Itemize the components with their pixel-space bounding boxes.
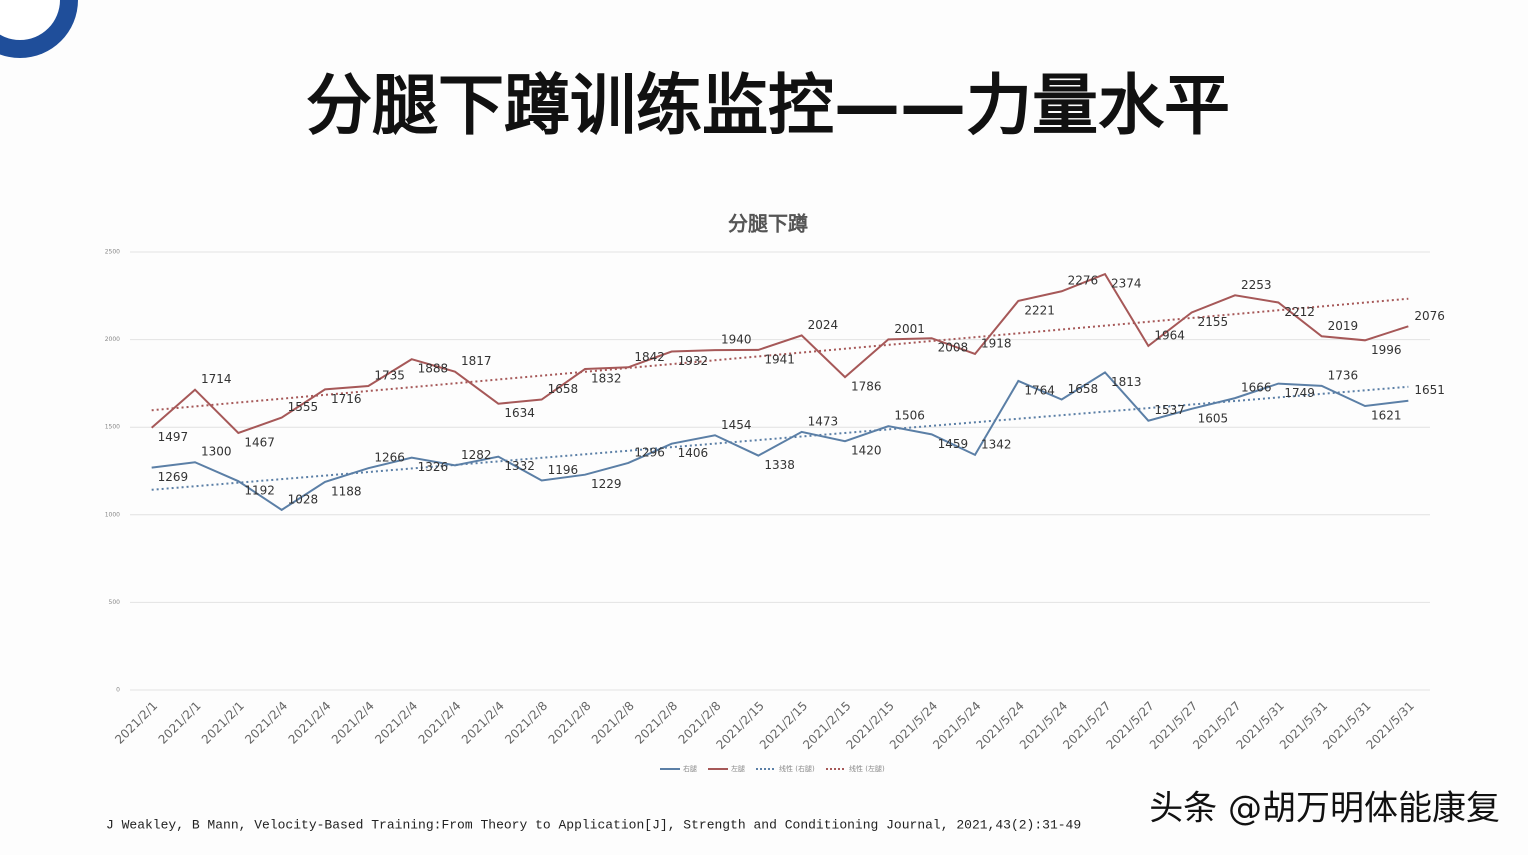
y-tick-label: 2500 (105, 249, 120, 256)
data-label: 2024 (808, 318, 839, 332)
data-label: 1338 (764, 458, 795, 472)
data-label: 1832 (591, 372, 622, 386)
data-label: 1555 (288, 400, 319, 414)
data-label: 1269 (158, 470, 189, 484)
data-label: 1326 (418, 460, 449, 474)
data-label: 1406 (678, 446, 709, 460)
data-label: 1940 (721, 333, 752, 347)
data-label: 2374 (1111, 277, 1142, 291)
data-label: 1714 (201, 372, 232, 386)
data-label: 1506 (894, 409, 925, 423)
data-label: 2155 (1198, 315, 1229, 329)
data-label: 1342 (981, 437, 1012, 451)
data-label: 1817 (461, 354, 492, 368)
data-label: 2008 (938, 341, 969, 355)
data-label: 1467 (244, 435, 275, 449)
citation: J Weakley, B Mann, Velocity-Based Traini… (106, 817, 1081, 832)
data-label: 1658 (548, 382, 579, 396)
data-label: 1786 (851, 380, 882, 394)
y-tick-label: 2000 (105, 336, 120, 343)
y-tick-label: 500 (109, 599, 121, 606)
data-label: 1941 (764, 352, 795, 366)
trend-line (151, 297, 1409, 412)
data-label: 1196 (548, 463, 579, 477)
data-label: 1716 (331, 392, 362, 406)
data-label: 1888 (418, 362, 449, 376)
legend-label: 线性 (左腿) (849, 764, 885, 773)
data-label: 1028 (288, 492, 319, 506)
data-label: 1229 (591, 477, 622, 491)
data-label: 1621 (1371, 409, 1402, 423)
data-label: 1282 (461, 448, 492, 462)
data-label: 1764 (1024, 383, 1055, 397)
slide-title: 分腿下蹲训练监控——力量水平 (306, 67, 1230, 144)
data-label: 1454 (721, 418, 752, 432)
data-label: 1842 (634, 350, 665, 364)
series-line (151, 272, 1409, 435)
y-tick-label: 1500 (105, 424, 120, 431)
data-label: 1736 (1328, 368, 1359, 382)
y-tick-label: 0 (116, 687, 120, 694)
data-label: 1651 (1414, 383, 1445, 397)
y-tick-label: 1000 (105, 511, 120, 518)
data-label: 2221 (1024, 303, 1055, 317)
data-label: 1188 (331, 484, 362, 498)
data-label: 1473 (808, 414, 839, 428)
data-label: 1300 (201, 445, 232, 459)
data-label: 1918 (981, 336, 1012, 350)
data-label: 1634 (504, 406, 535, 420)
chart-title: 分腿下蹲 (728, 212, 808, 236)
data-label: 2253 (1241, 278, 1272, 292)
data-label: 1332 (504, 459, 535, 473)
data-label: 1605 (1198, 411, 1229, 425)
data-label: 2076 (1414, 309, 1445, 323)
data-label: 1537 (1154, 403, 1185, 417)
series-line (151, 371, 1409, 512)
data-label: 1813 (1111, 375, 1142, 389)
data-label: 1964 (1154, 328, 1185, 342)
data-label: 1996 (1371, 343, 1402, 357)
data-label: 1735 (374, 369, 405, 383)
logo-inner (0, 0, 60, 40)
watermark: 头条 @胡万明体能康复 (1149, 789, 1500, 829)
data-label: 2276 (1068, 274, 1099, 288)
data-label: 1296 (634, 445, 665, 459)
trend-line (151, 385, 1409, 491)
data-label: 1420 (851, 444, 882, 458)
data-label: 1459 (938, 437, 969, 451)
data-label: 2212 (1284, 305, 1315, 319)
data-label: 1666 (1241, 381, 1272, 395)
data-label: 2019 (1328, 319, 1359, 333)
legend-label: 右腿 (683, 764, 697, 773)
data-label: 1932 (678, 354, 709, 368)
data-label: 1658 (1068, 382, 1099, 396)
data-label: 1266 (374, 451, 405, 465)
legend-label: 左腿 (731, 764, 745, 773)
legend-label: 线性 (右腿) (779, 764, 815, 773)
data-label: 2001 (894, 322, 925, 336)
data-label: 1192 (244, 484, 275, 498)
data-label: 1749 (1284, 386, 1315, 400)
data-label: 1497 (158, 430, 189, 444)
